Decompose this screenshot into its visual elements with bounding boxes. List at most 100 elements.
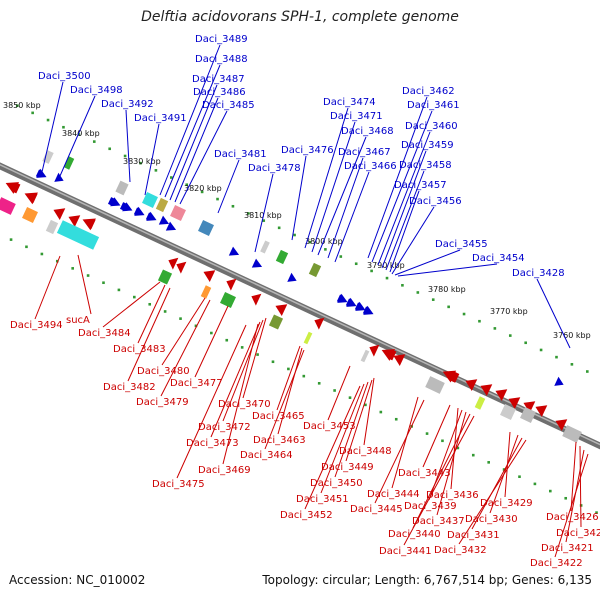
reverse-label-leader: [327, 365, 351, 421]
reverse-gene-label: Daci_3443: [398, 468, 451, 479]
rna-gene-block: [56, 220, 100, 250]
reverse-gene-arrow-shape: [275, 304, 288, 317]
forward-label-leader: [394, 249, 461, 276]
reverse-label-leader: [345, 379, 373, 462]
tick-dot-outer: [31, 111, 34, 115]
rna-gene-block-shape: [308, 262, 322, 278]
forward-gene-arrow: [54, 172, 64, 182]
forward-gene-arrow: [554, 376, 564, 386]
pseudo-gene-block-shape: [500, 404, 516, 420]
tick-dot-inner: [364, 403, 367, 407]
tick-dot-outer: [462, 312, 466, 316]
pseudo-gene-block: [360, 349, 370, 363]
rna-gene-block-shape: [22, 207, 38, 223]
forward-gene-label: Daci_3458: [399, 160, 452, 171]
rna-gene-block: [142, 192, 158, 208]
pseudo-gene-block-shape: [562, 425, 582, 443]
tick-dot-outer: [385, 276, 389, 280]
reverse-label-leader: [102, 281, 161, 328]
reverse-label-leader: [242, 317, 267, 399]
reverse-gene-arrow: [53, 208, 66, 221]
tick-dot-inner: [256, 353, 259, 356]
tick-dot-outer: [401, 283, 404, 287]
reverse-gene-label: Daci_3479: [136, 397, 189, 408]
pseudo-gene-block: [425, 376, 445, 394]
forward-gene-label: Daci_3461: [407, 100, 460, 111]
tick-dot-inner: [333, 389, 336, 392]
tick-dot-outer: [539, 348, 543, 352]
tick-dot-inner: [102, 281, 105, 285]
reverse-label-leader: [276, 345, 301, 411]
tick-dot-outer: [123, 154, 127, 158]
reverse-gene-label: Daci_3422: [530, 558, 583, 569]
reverse-label-leader: [471, 437, 523, 530]
reverse-gene-label: Daci_3449: [321, 462, 374, 473]
reverse-gene-arrow-shape: [465, 379, 478, 392]
reverse-gene-label: Daci_3440: [388, 529, 441, 540]
forward-gene-arrow-shape: [287, 272, 297, 282]
forward-gene-arrow-shape: [228, 246, 240, 256]
map-title: Delftia acidovorans SPH-1, complete geno…: [141, 9, 459, 25]
reverse-gene-arrow: [24, 192, 38, 205]
tick-dot-inner: [225, 338, 229, 342]
reverse-label-leader: [77, 254, 92, 315]
reverse-label-leader: [277, 347, 303, 435]
forward-gene-arrow: [362, 305, 374, 315]
tick-dot-inner: [425, 432, 429, 435]
tick-dot-inner: [287, 367, 290, 371]
reverse-label-leader: [458, 439, 527, 545]
forward-gene-arrow-shape: [54, 172, 64, 182]
reverse-gene-arrow: [535, 405, 548, 418]
reverse-label-leader: [363, 377, 375, 446]
reverse-gene-arrow-shape: [251, 293, 262, 306]
rna-gene-block-shape: [198, 220, 214, 236]
forward-label-leader: [174, 97, 219, 203]
reverse-gene-label: Daci_3445: [350, 504, 403, 515]
reverse-gene-arrow-shape: [369, 344, 380, 357]
tick-dot-inner: [179, 317, 182, 320]
reverse-gene-label: Daci_3452: [280, 510, 333, 521]
forward-gene-label: Daci_3455: [435, 239, 488, 250]
rna-gene-block: [157, 269, 173, 285]
tick-dot-outer: [493, 327, 497, 330]
rna-gene-block: [474, 396, 486, 410]
forward-label-leader: [291, 155, 307, 241]
forward-label-leader: [311, 121, 356, 253]
reverse-gene-arrow-shape: [24, 192, 38, 205]
reverse-gene-arrow: [495, 389, 508, 402]
reverse-label-leader: [222, 323, 259, 465]
reverse-gene-arrow: [251, 293, 262, 306]
reverse-label-leader: [374, 399, 425, 504]
genome-backbone-highlight: [0, 163, 600, 446]
reverse-gene-label: Daci_3482: [103, 382, 156, 393]
reverse-gene-label: Daci_3464: [240, 450, 293, 461]
forward-gene-arrow: [119, 202, 133, 212]
reverse-gene-arrow-shape: [314, 317, 325, 330]
tick-dot-outer: [185, 183, 189, 187]
reverse-gene-label: Daci_3437: [412, 516, 465, 527]
pseudo-gene-block-shape: [425, 376, 445, 394]
forward-label-leader: [397, 263, 498, 277]
reverse-label-leader: [579, 445, 582, 528]
reverse-gene-label: Daci_3430: [465, 514, 518, 525]
reverse-gene-arrow: [442, 370, 460, 383]
reverse-gene-label: Daci_3431: [447, 530, 500, 541]
rna-gene-block: [220, 292, 236, 308]
tick-dot-inner: [533, 482, 537, 486]
forward-gene-label: Daci_3456: [409, 196, 462, 207]
reverse-gene-label: Daci_3470: [218, 399, 271, 410]
forward-label-leader: [304, 107, 349, 249]
reverse-gene-arrow-shape: [5, 182, 21, 194]
rna-gene-block: [170, 205, 186, 221]
rna-gene-block: [308, 262, 322, 278]
kbp-tick-label: 3830 kbp: [123, 157, 161, 166]
tick-dot-outer: [370, 269, 373, 273]
forward-gene-label: Daci_3487: [192, 74, 245, 85]
tick-dot-inner: [564, 496, 568, 500]
tick-dot-outer: [231, 204, 235, 208]
reverse-label-leader: [570, 441, 577, 512]
tick-dot-inner: [55, 259, 59, 263]
accession-text: Accession: NC_010002: [9, 573, 146, 587]
forward-label-leader: [41, 81, 64, 173]
